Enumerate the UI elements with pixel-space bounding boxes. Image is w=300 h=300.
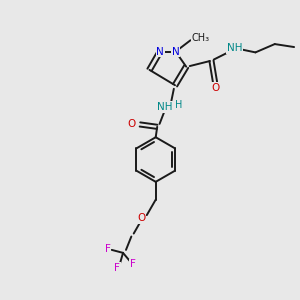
Text: NH: NH xyxy=(158,102,173,112)
Text: CH₃: CH₃ xyxy=(191,33,209,43)
Text: F: F xyxy=(114,263,120,273)
Text: F: F xyxy=(130,259,136,269)
Text: O: O xyxy=(212,83,220,93)
Text: O: O xyxy=(137,213,146,223)
Text: N: N xyxy=(156,46,164,57)
Text: F: F xyxy=(105,244,110,254)
Text: N: N xyxy=(172,46,179,57)
Text: O: O xyxy=(128,119,136,129)
Text: H: H xyxy=(175,100,183,110)
Text: NH: NH xyxy=(227,43,242,53)
